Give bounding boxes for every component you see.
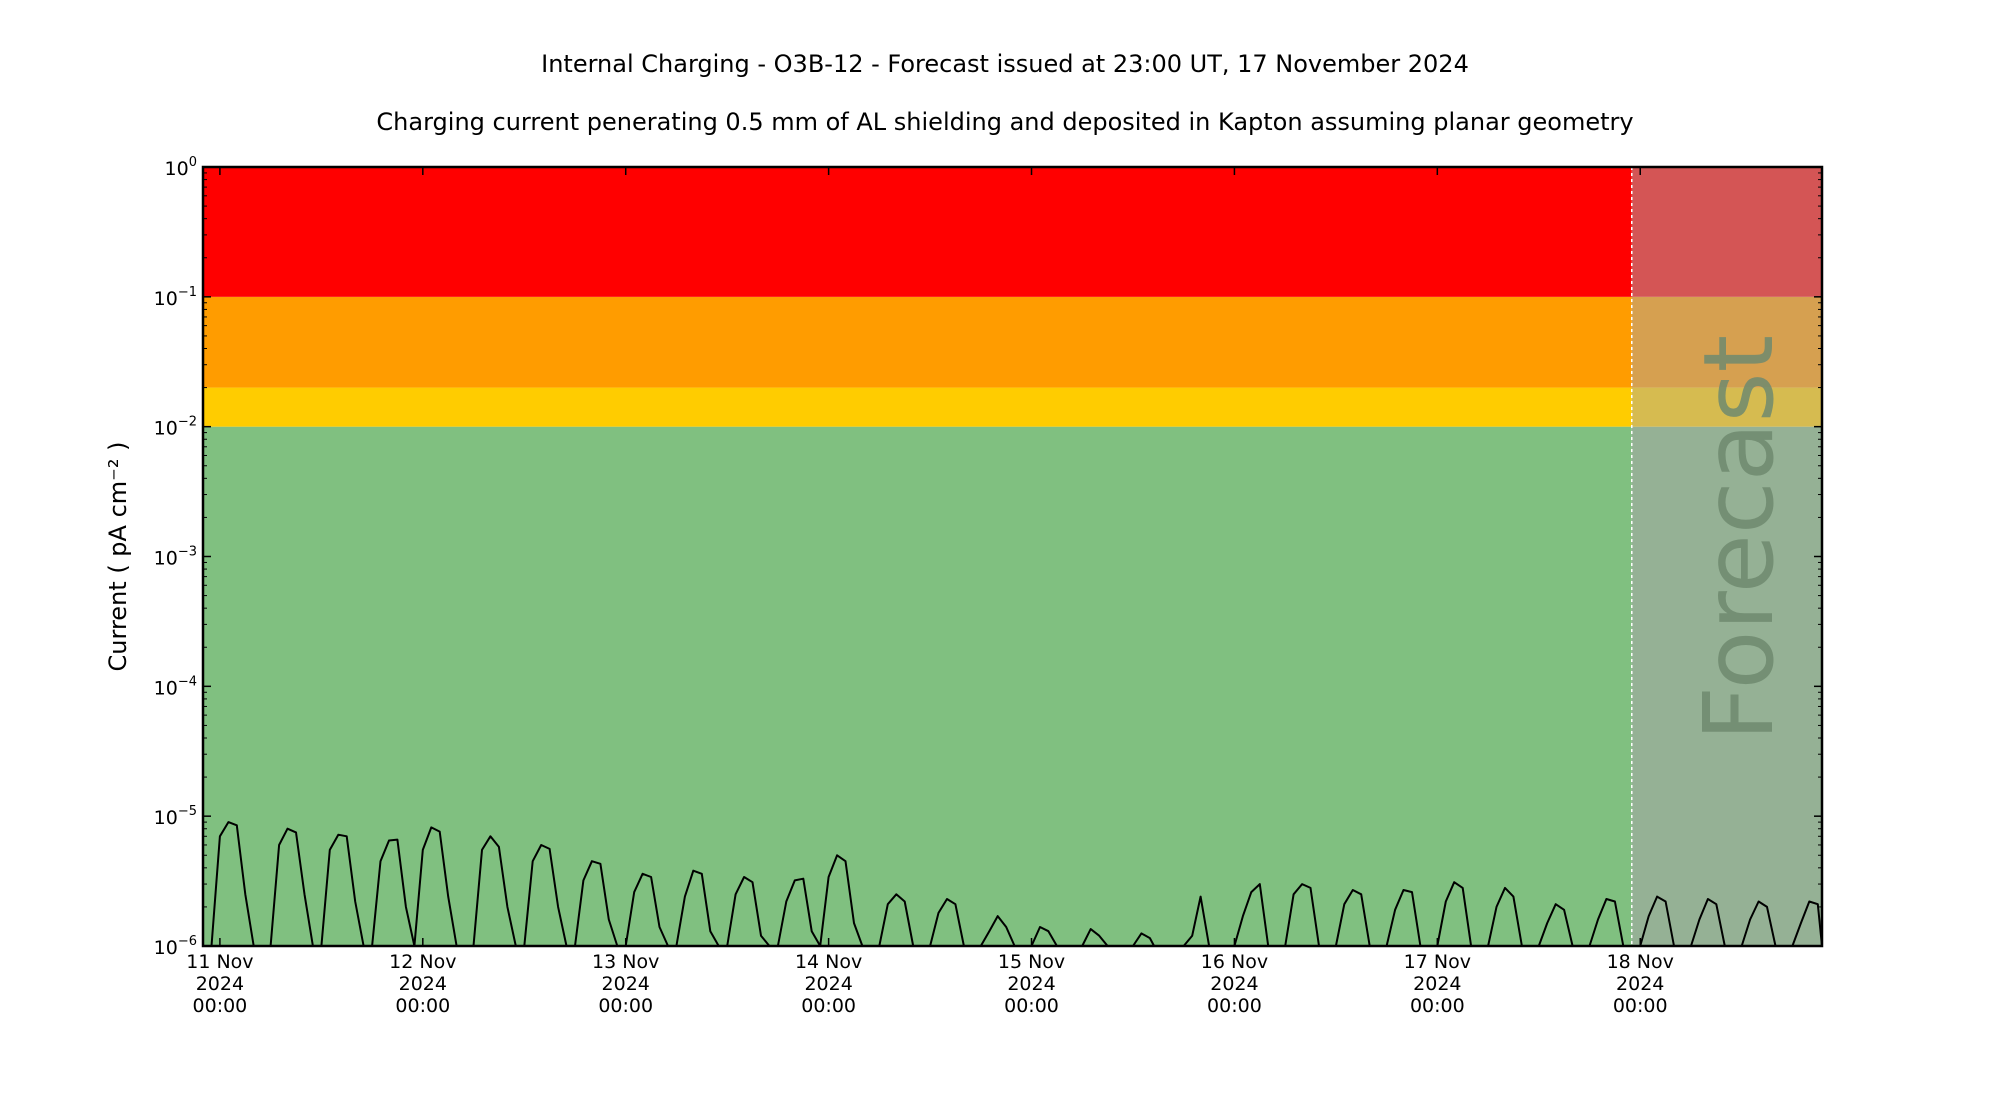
x-tick-label: 2024 (1413, 973, 1461, 995)
chart-title: Internal Charging - O3B-12 - Forecast is… (541, 50, 1469, 78)
risk-band-2 (203, 296, 1632, 388)
risk-band-1 (203, 387, 1632, 427)
x-tick-label: 18 Nov (1607, 951, 1674, 973)
x-tick-label: 00:00 (1004, 995, 1059, 1017)
x-tick-label: 2024 (1616, 973, 1664, 995)
y-tick-label: 10−3 (154, 545, 197, 570)
x-tick-label: 00:00 (1410, 995, 1465, 1017)
risk-band-0 (203, 426, 1632, 947)
y-tick-label: 100 (165, 155, 197, 180)
x-tick-label: 11 Nov (186, 951, 253, 973)
x-tick-label: 2024 (804, 973, 852, 995)
forecast-band-3 (1631, 167, 1822, 297)
risk-band-3 (203, 167, 1632, 297)
y-axis-label: Current ( pA cm⁻² ) (104, 442, 132, 672)
y-tick-label: 10−4 (154, 674, 197, 699)
x-tick-label: 12 Nov (389, 951, 456, 973)
forecast-band-2 (1631, 296, 1822, 388)
y-tick-label: 10−1 (154, 285, 197, 310)
x-tick-label: 16 Nov (1201, 951, 1268, 973)
x-tick-label: 00:00 (598, 995, 653, 1017)
y-tick-label: 10−5 (154, 804, 197, 829)
x-tick-label: 2024 (196, 973, 244, 995)
x-tick-label: 17 Nov (1404, 951, 1471, 973)
x-tick-label: 00:00 (395, 995, 450, 1017)
chart-subtitle: Charging current penerating 0.5 mm of AL… (376, 108, 1633, 136)
x-tick-label: 15 Nov (998, 951, 1065, 973)
x-tick-label: 00:00 (193, 995, 248, 1017)
x-tick-label: 00:00 (1613, 995, 1668, 1017)
x-tick-label: 14 Nov (795, 951, 862, 973)
forecast-label: Forecast (1683, 335, 1795, 741)
series-line-current (210, 821, 1823, 947)
x-tick-label: 2024 (399, 973, 447, 995)
x-tick-label: 2024 (602, 973, 650, 995)
forecast-region (1631, 167, 1822, 947)
risk-bands (203, 167, 1632, 947)
x-tick-label: 00:00 (1207, 995, 1262, 1017)
x-tick-label: 2024 (1210, 973, 1258, 995)
y-axis: 10−6 10−5 10−4 10−3 10−2 10−1 100 (154, 155, 1822, 959)
x-tick-label: 2024 (1007, 973, 1055, 995)
x-tick-label: 13 Nov (592, 951, 659, 973)
y-tick-label: 10−2 (154, 415, 197, 440)
forecast-band-0 (1631, 426, 1822, 947)
y-tick-label: 10−6 (154, 934, 197, 959)
x-tick-label: 00:00 (801, 995, 856, 1017)
forecast-band-1 (1631, 387, 1822, 427)
plot-area: Forecast (201, 165, 1824, 948)
